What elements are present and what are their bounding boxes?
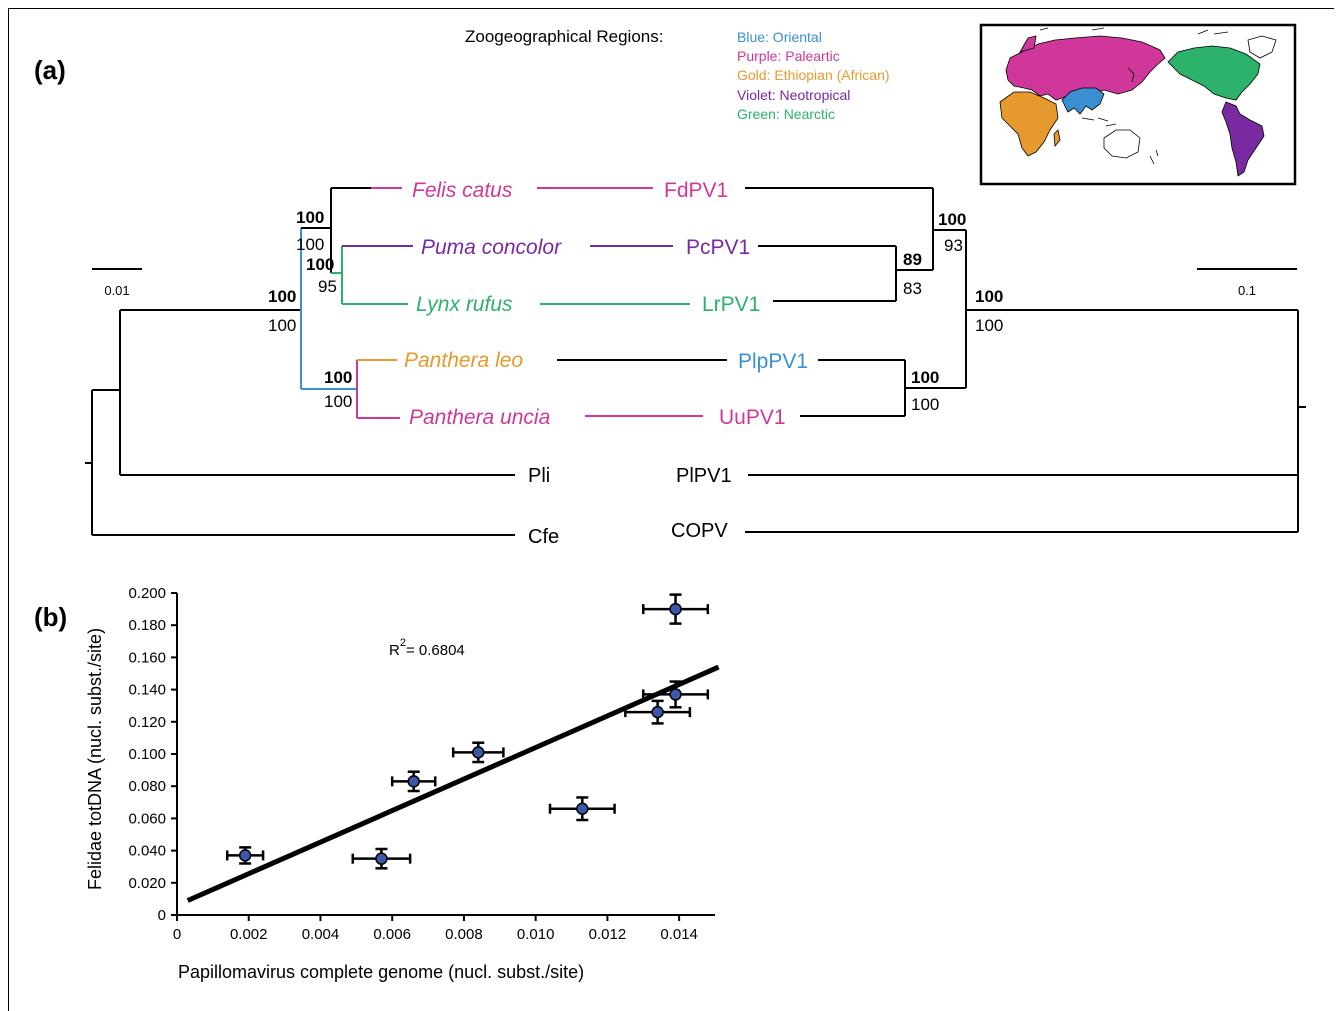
x-tick-label: 0.006 <box>373 926 411 943</box>
legend-entry-ethiopian: Gold: Ethiopian (African) <box>737 67 890 83</box>
taxon-panthera-leo: Panthera leo <box>404 349 523 372</box>
taxon-panthera-uncia: Panthera uncia <box>409 406 550 429</box>
support-top: 100 <box>938 210 966 229</box>
virus-scale-label: 0.1 <box>1238 283 1256 298</box>
host-tree <box>85 187 515 536</box>
support-bottom: 100 <box>911 395 939 414</box>
support-top: 100 <box>268 287 296 306</box>
y-tick-label: 0 <box>158 907 166 924</box>
taxon-lynx-rufus: Lynx rufus <box>416 293 513 316</box>
y-tick-label: 0.060 <box>128 810 166 827</box>
r-squared-annotation: R2= 0.6804 <box>389 637 465 659</box>
host-scale-label: 0.01 <box>104 283 129 298</box>
legend-entry-nearctic: Green: Nearctic <box>737 106 835 122</box>
regression-line <box>186 664 720 903</box>
y-tick-label: 0.080 <box>128 778 166 795</box>
support-bottom: 100 <box>296 235 324 254</box>
data-point <box>407 775 420 788</box>
data-point <box>238 849 252 862</box>
support-top: 100 <box>911 368 939 387</box>
y-tick-label: 0.020 <box>128 875 166 892</box>
data-points <box>225 593 710 870</box>
map-region-oriental <box>1061 87 1105 115</box>
map-australia <box>1103 129 1141 159</box>
virus-uupv1: UuPV1 <box>719 406 786 429</box>
virus-copv: COPV <box>671 520 728 542</box>
x-tick-label: 0.002 <box>230 926 268 943</box>
y-tick-label: 0.100 <box>128 746 166 763</box>
data-point <box>669 602 682 616</box>
scatter-chart: 0 0.002 0.004 0.006 0.008 0.010 0.012 0.014 0 0.… <box>85 585 720 982</box>
taxon-pli: Pli <box>528 465 550 487</box>
data-point <box>472 746 485 759</box>
support-bottom: 100 <box>268 316 296 335</box>
r-squared-value: = 0.6804 <box>406 642 465 659</box>
virus-plppv1: PlpPV1 <box>738 350 808 373</box>
virus-plpv1: PlPV1 <box>676 465 732 487</box>
y-tick-label: 0.120 <box>128 714 166 731</box>
taxon-felis-catus: Felis catus <box>412 179 513 202</box>
support-bottom: 100 <box>324 392 352 411</box>
y-ticks: 0 0.020 0.040 0.060 0.080 0.100 0.120 0.140 0.16… <box>128 585 177 924</box>
association-lines <box>537 187 727 417</box>
y-tick-label: 0.040 <box>128 843 166 860</box>
taxon-cfe: Cfe <box>528 526 559 548</box>
map-region-nearctic <box>1167 45 1261 101</box>
x-tick-label: 0.004 <box>302 926 340 943</box>
legend-title: Zoogeographical Regions: <box>465 27 663 46</box>
map-madagascar <box>1053 129 1061 148</box>
x-tick-label: 0.008 <box>445 926 483 943</box>
legend-entry-paleartic: Purple: Paleartic <box>737 48 840 64</box>
r-squared-superscript: 2 <box>400 637 406 649</box>
support-top: 100 <box>306 255 334 274</box>
y-tick-label: 0.140 <box>128 682 166 699</box>
map-japan <box>1127 67 1135 83</box>
x-tick-label: 0.012 <box>589 926 627 943</box>
support-top: 100 <box>324 368 352 387</box>
data-point <box>669 688 682 701</box>
virus-fdpv1: FdPV1 <box>664 179 728 202</box>
support-bottom: 83 <box>903 279 922 298</box>
x-tick-label: 0.014 <box>660 926 698 943</box>
map-indonesia <box>1081 117 1117 127</box>
y-axis-label: Felidae totDNA (nucl. subst./site) <box>85 628 105 890</box>
world-map <box>979 23 1297 186</box>
map-scandinavia <box>1019 35 1037 53</box>
support-top: 89 <box>903 250 922 269</box>
data-point <box>651 705 664 719</box>
x-tick-label: 0.010 <box>517 926 555 943</box>
map-new-zealand <box>1149 149 1159 165</box>
map-region-paleartic <box>1005 35 1166 101</box>
legend-entry-oriental: Blue: Oriental <box>737 29 822 45</box>
virus-pcpv1: PcPV1 <box>686 236 750 259</box>
data-point <box>576 802 589 815</box>
support-bottom: 93 <box>944 236 963 255</box>
r-squared-base: R <box>389 642 400 659</box>
y-tick-label: 0.200 <box>128 585 166 602</box>
panel-a-label: (a) <box>34 55 66 85</box>
map-arctic-islands <box>1039 27 1229 35</box>
taxon-puma-concolor: Puma concolor <box>421 236 562 259</box>
legend-entry-neotropical: Violet: Neotropical <box>737 87 850 103</box>
support-bottom: 100 <box>975 316 1003 335</box>
virus-lrpv1: LrPV1 <box>702 293 760 316</box>
x-ticks: 0 0.002 0.004 0.006 0.008 0.010 0.012 0.014 <box>173 915 698 943</box>
support-top: 100 <box>296 208 324 227</box>
map-region-neotropical <box>1221 101 1265 177</box>
support-bottom: 95 <box>318 277 337 296</box>
x-tick-label: 0 <box>173 926 181 943</box>
map-region-ethiopian <box>999 91 1059 157</box>
support-top: 100 <box>975 287 1003 306</box>
data-point <box>375 852 388 865</box>
panel-b-label: (b) <box>34 602 67 632</box>
y-tick-label: 0.180 <box>128 617 166 634</box>
y-tick-label: 0.160 <box>128 649 166 666</box>
map-greenland <box>1247 35 1277 59</box>
x-axis-label: Papillomavirus complete genome (nucl. su… <box>178 962 584 982</box>
virus-tree <box>745 187 1306 533</box>
